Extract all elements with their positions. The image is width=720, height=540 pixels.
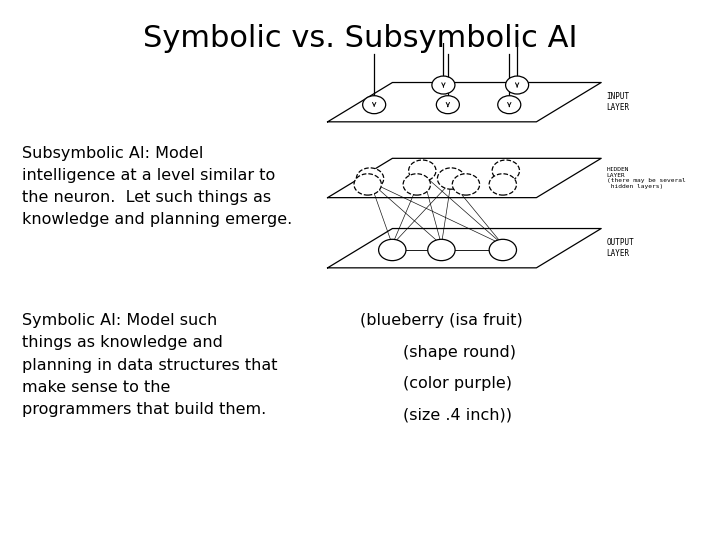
Text: HIDDEN
LAYER
(there may be several
 hidden layers): HIDDEN LAYER (there may be several hidde… bbox=[606, 167, 685, 189]
Circle shape bbox=[489, 174, 516, 195]
Circle shape bbox=[492, 160, 520, 181]
Circle shape bbox=[452, 174, 480, 195]
Circle shape bbox=[432, 76, 455, 94]
Text: OUTPUT
LAYER: OUTPUT LAYER bbox=[606, 239, 634, 258]
Text: (blueberry (isa fruit): (blueberry (isa fruit) bbox=[360, 313, 523, 328]
Circle shape bbox=[505, 76, 528, 94]
Circle shape bbox=[436, 96, 459, 114]
Text: Symbolic vs. Subsymbolic AI: Symbolic vs. Subsymbolic AI bbox=[143, 24, 577, 53]
Text: (size .4 inch)): (size .4 inch)) bbox=[403, 407, 512, 422]
Circle shape bbox=[379, 239, 406, 261]
Text: Symbolic AI: Model such
things as knowledge and
planning in data structures that: Symbolic AI: Model such things as knowle… bbox=[22, 313, 277, 417]
Text: (shape round): (shape round) bbox=[403, 345, 516, 360]
Circle shape bbox=[354, 174, 382, 195]
Circle shape bbox=[428, 239, 455, 261]
Circle shape bbox=[409, 160, 436, 181]
Circle shape bbox=[438, 168, 465, 189]
Text: (color purple): (color purple) bbox=[403, 376, 512, 391]
Circle shape bbox=[403, 174, 431, 195]
Circle shape bbox=[363, 96, 386, 114]
Text: INPUT
LAYER: INPUT LAYER bbox=[606, 92, 630, 112]
Circle shape bbox=[498, 96, 521, 114]
Circle shape bbox=[356, 168, 384, 189]
Circle shape bbox=[489, 239, 516, 261]
Text: Subsymbolic AI: Model
intelligence at a level similar to
the neuron.  Let such t: Subsymbolic AI: Model intelligence at a … bbox=[22, 146, 292, 227]
